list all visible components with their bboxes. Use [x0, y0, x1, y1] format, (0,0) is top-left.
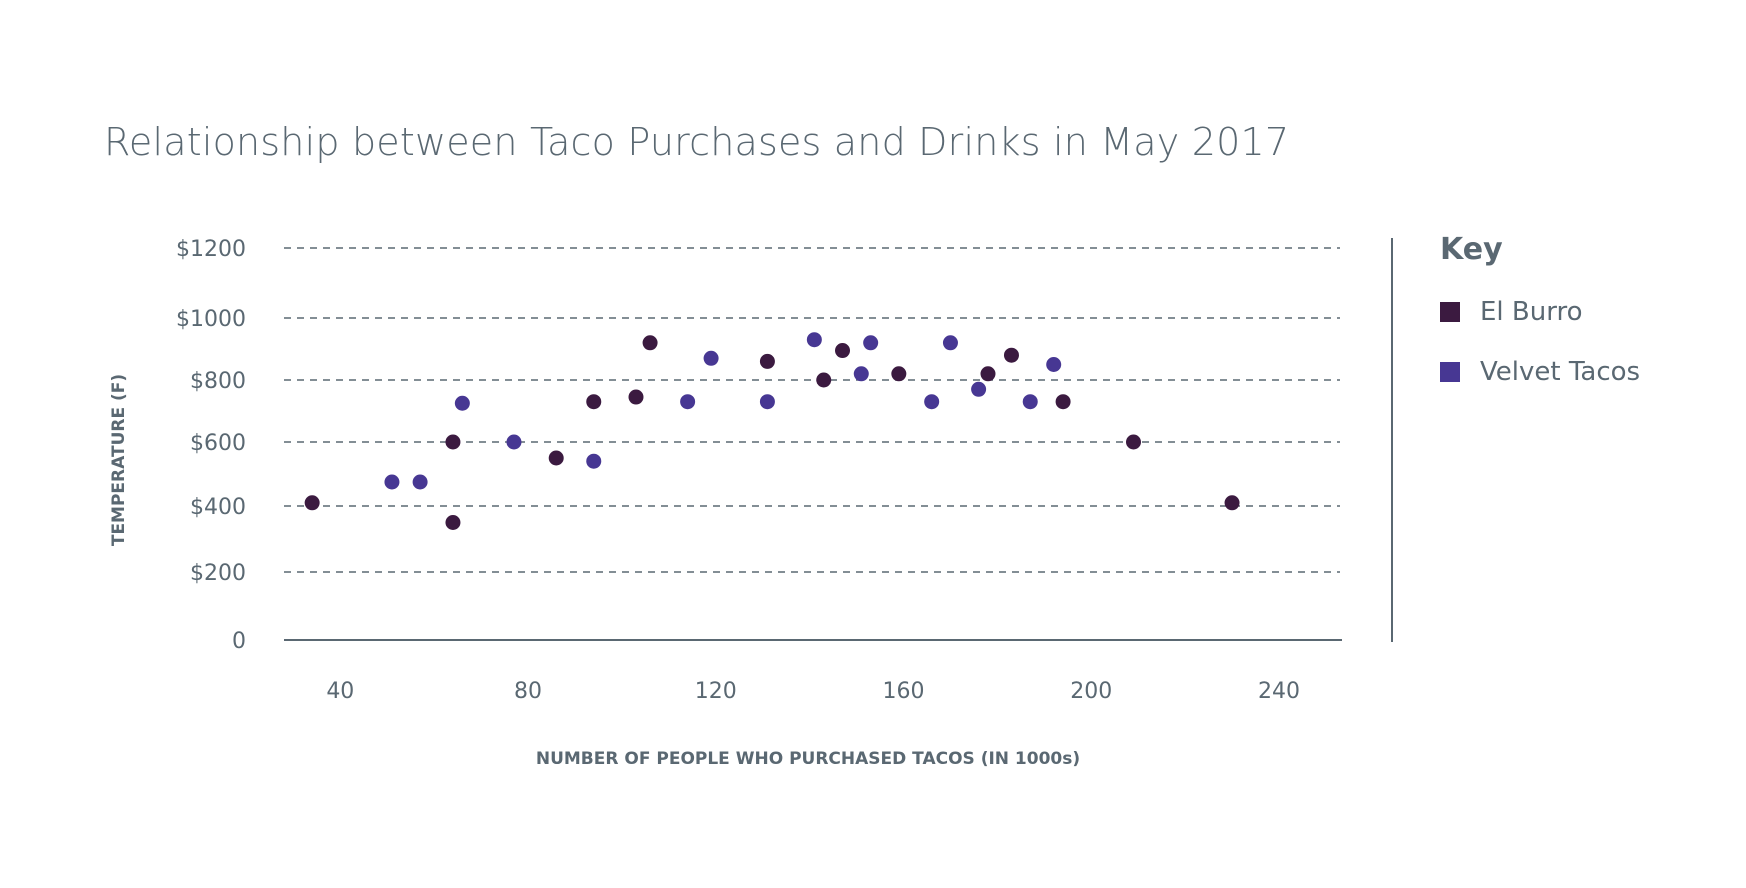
legend-item-el-burro: El Burro — [1440, 295, 1640, 329]
data-point-velvet-tacos — [703, 350, 719, 366]
grid-lines — [284, 247, 1340, 573]
data-point-velvet-tacos — [586, 453, 602, 469]
legend: Key El Burro Velvet Tacos — [1440, 232, 1640, 415]
data-point-velvet-tacos — [1022, 394, 1038, 410]
data-points — [304, 332, 1240, 530]
data-point-el-burro — [548, 450, 564, 466]
legend-label: El Burro — [1480, 297, 1583, 327]
y-axis-tick-labels: 0 $200 $400 $600 $800 $1000 $1200 — [176, 237, 246, 654]
data-point-el-burro — [980, 366, 996, 382]
data-point-el-burro — [1125, 434, 1141, 450]
data-point-velvet-tacos — [506, 434, 522, 450]
y-tick-label: $800 — [190, 369, 246, 394]
x-tick-label: 240 — [1258, 679, 1300, 704]
data-point-velvet-tacos — [863, 335, 879, 351]
legend-label: Velvet Tacos — [1480, 357, 1641, 387]
x-tick-label: 120 — [695, 679, 737, 704]
data-point-velvet-tacos — [924, 394, 940, 410]
data-point-el-burro — [1055, 394, 1071, 410]
data-point-el-burro — [835, 343, 851, 359]
data-point-el-burro — [628, 389, 644, 405]
data-point-velvet-tacos — [806, 332, 822, 348]
data-point-velvet-tacos — [1046, 357, 1062, 372]
data-point-el-burro — [304, 495, 320, 511]
y-tick-label: $200 — [190, 561, 246, 586]
data-point-el-burro — [642, 335, 658, 351]
x-tick-label: 160 — [883, 679, 925, 704]
legend-item-velvet-tacos: Velvet Tacos — [1440, 355, 1640, 389]
y-axis-label: TEMPERATURE (F) — [109, 374, 129, 546]
x-tick-label: 40 — [326, 679, 354, 704]
data-point-el-burro — [816, 372, 832, 388]
y-tick-label: $1000 — [176, 307, 246, 332]
data-point-velvet-tacos — [853, 366, 869, 382]
data-point-el-burro — [1224, 495, 1240, 511]
legend-swatch-el-burro — [1440, 302, 1460, 322]
data-point-velvet-tacos — [412, 474, 428, 490]
x-axis-label: NUMBER OF PEOPLE WHO PURCHASED TACOS (IN… — [536, 749, 1080, 769]
data-point-velvet-tacos — [384, 474, 400, 490]
chart-title: Relationship between Taco Purchases and … — [104, 120, 1290, 164]
x-axis-tick-labels: 40 80 120 160 200 240 — [326, 679, 1300, 704]
y-tick-label: $400 — [190, 495, 246, 520]
x-tick-label: 200 — [1070, 679, 1112, 704]
data-point-el-burro — [759, 353, 775, 369]
data-point-velvet-tacos — [680, 394, 696, 410]
y-tick-label: 0 — [232, 629, 246, 654]
data-point-velvet-tacos — [971, 381, 987, 397]
data-point-velvet-tacos — [454, 395, 470, 411]
data-point-el-burro — [445, 434, 461, 450]
x-tick-label: 80 — [514, 679, 542, 704]
y-tick-label: $600 — [190, 431, 246, 456]
legend-title: Key — [1440, 232, 1503, 267]
legend-swatch-velvet-tacos — [1440, 362, 1460, 382]
data-point-el-burro — [445, 515, 461, 530]
y-tick-label: $1200 — [176, 237, 246, 262]
data-point-el-burro — [891, 366, 907, 382]
data-point-el-burro — [1003, 347, 1019, 363]
data-point-el-burro — [586, 394, 602, 410]
data-point-velvet-tacos — [942, 335, 958, 351]
data-point-velvet-tacos — [759, 394, 775, 410]
